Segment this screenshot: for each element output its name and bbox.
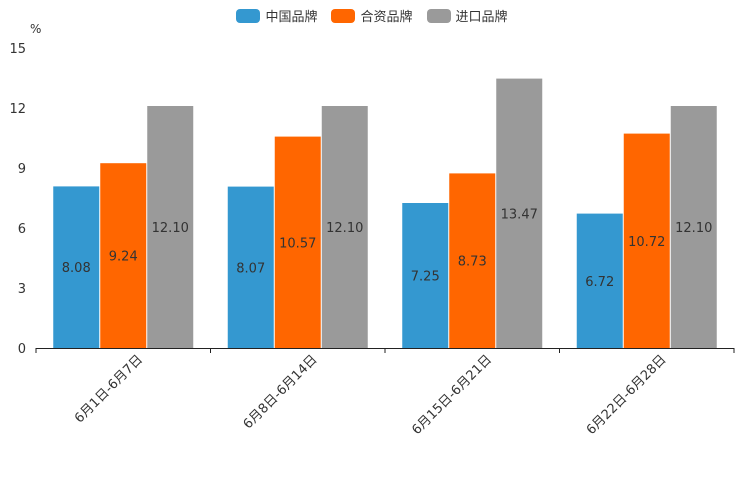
bar bbox=[623, 133, 670, 348]
legend-item-china[interactable]: 中国品牌 bbox=[236, 6, 317, 25]
x-tick-label: 6月8日-6月14日 bbox=[241, 352, 321, 432]
bar-value-label: 12.10 bbox=[675, 221, 712, 236]
bar-value-label: 8.07 bbox=[236, 261, 265, 276]
legend: 中国品牌 合资品牌 进口品牌 bbox=[0, 6, 744, 25]
bar bbox=[321, 106, 368, 348]
bar bbox=[670, 106, 717, 348]
legend-label-joint-venture: 合资品牌 bbox=[360, 10, 413, 25]
legend-label-china: 中国品牌 bbox=[265, 10, 318, 25]
x-tick-label: 6月1日-6月7日 bbox=[72, 352, 146, 426]
bar bbox=[274, 136, 321, 348]
bar-value-label: 12.10 bbox=[152, 221, 189, 236]
y-tick-label: 15 bbox=[9, 42, 26, 57]
x-tick-label: 6月15日-6月21日 bbox=[409, 352, 495, 438]
bar bbox=[227, 186, 274, 348]
y-tick-label: 9 bbox=[18, 162, 26, 177]
bar-value-label: 8.08 bbox=[62, 261, 91, 276]
bar-value-label: 12.10 bbox=[326, 221, 363, 236]
bar-value-label: 7.25 bbox=[411, 270, 440, 285]
bar-value-label: 13.47 bbox=[501, 207, 538, 222]
y-tick-label: 0 bbox=[18, 342, 26, 357]
y-axis-unit: % bbox=[30, 22, 42, 36]
bar bbox=[402, 203, 449, 348]
bar bbox=[449, 173, 496, 348]
legend-item-imported[interactable]: 进口品牌 bbox=[426, 6, 508, 25]
y-tick-label: 12 bbox=[9, 102, 26, 117]
y-tick-label: 6 bbox=[18, 222, 26, 237]
legend-swatch-china bbox=[236, 8, 261, 23]
bar bbox=[576, 213, 623, 348]
legend-swatch-imported bbox=[426, 8, 451, 23]
x-tick-label: 6月22日-6月28日 bbox=[584, 352, 670, 438]
bar bbox=[496, 78, 543, 348]
legend-item-joint-venture[interactable]: 合资品牌 bbox=[331, 6, 413, 25]
legend-label-imported: 进口品牌 bbox=[455, 10, 508, 25]
bar-value-label: 9.24 bbox=[109, 250, 138, 265]
legend-swatch-joint-venture bbox=[331, 8, 356, 23]
bar-value-label: 10.72 bbox=[628, 235, 665, 250]
bar-value-label: 6.72 bbox=[585, 275, 614, 290]
bar bbox=[147, 106, 194, 348]
y-tick-label: 3 bbox=[18, 282, 26, 297]
bar-value-label: 10.57 bbox=[279, 236, 316, 251]
bar bbox=[53, 186, 100, 348]
bar bbox=[100, 163, 147, 348]
bar-value-label: 8.73 bbox=[458, 255, 487, 270]
